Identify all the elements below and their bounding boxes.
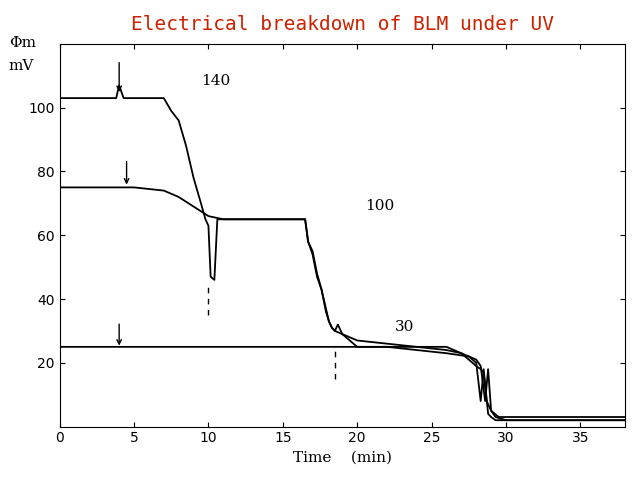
X-axis label: Time    (min): Time (min) <box>293 451 392 465</box>
Text: 30: 30 <box>394 320 414 334</box>
Text: Φm: Φm <box>9 36 36 50</box>
Text: 100: 100 <box>365 199 394 213</box>
Text: mV: mV <box>9 59 34 73</box>
Title: Electrical breakdown of BLM under UV: Electrical breakdown of BLM under UV <box>131 15 554 34</box>
Text: 140: 140 <box>201 74 230 88</box>
